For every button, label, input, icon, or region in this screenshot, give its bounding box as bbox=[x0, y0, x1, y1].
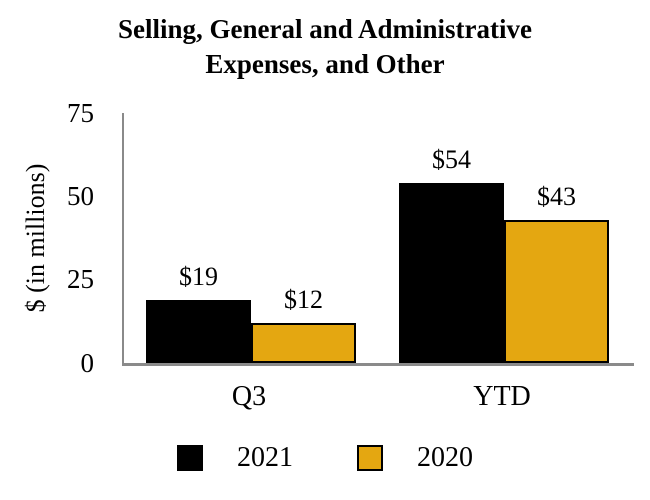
legend-swatch-2020 bbox=[357, 445, 383, 471]
bar-2021-ytd bbox=[399, 183, 504, 363]
legend-label-2020: 2020 bbox=[417, 442, 473, 473]
bar-2021-q3 bbox=[146, 299, 251, 363]
bar-value-label-2020-ytd: $43 bbox=[537, 181, 576, 211]
legend-swatch-2021 bbox=[177, 445, 203, 471]
y-tick-label-0: 0 bbox=[80, 347, 95, 378]
plot-area: $19 $12 $54 $43 bbox=[122, 113, 634, 366]
legend-label-2021: 2021 bbox=[237, 442, 293, 473]
legend-item-2021: 2021 bbox=[177, 444, 293, 472]
bar-2020-ytd bbox=[504, 219, 609, 363]
legend-item-2020: 2020 bbox=[357, 444, 473, 472]
bar-value-label-2021-q3: $19 bbox=[179, 261, 218, 291]
x-axis-label-q3: Q3 bbox=[231, 381, 267, 412]
bar-value-label-2020-q3: $12 bbox=[284, 285, 323, 314]
bar-value-label-2021-ytd: $54 bbox=[432, 145, 471, 174]
legend: 2021 2020 bbox=[0, 441, 650, 475]
x-axis-label-ytd: YTD bbox=[473, 381, 531, 412]
y-tick-label-50: 50 bbox=[67, 180, 94, 211]
bar-2020-q3 bbox=[251, 323, 356, 363]
chart-title: Selling, General and Administrative Expe… bbox=[117, 14, 533, 79]
y-tick-label-75: 75 bbox=[67, 97, 94, 128]
y-tick-label-25: 25 bbox=[67, 264, 94, 295]
